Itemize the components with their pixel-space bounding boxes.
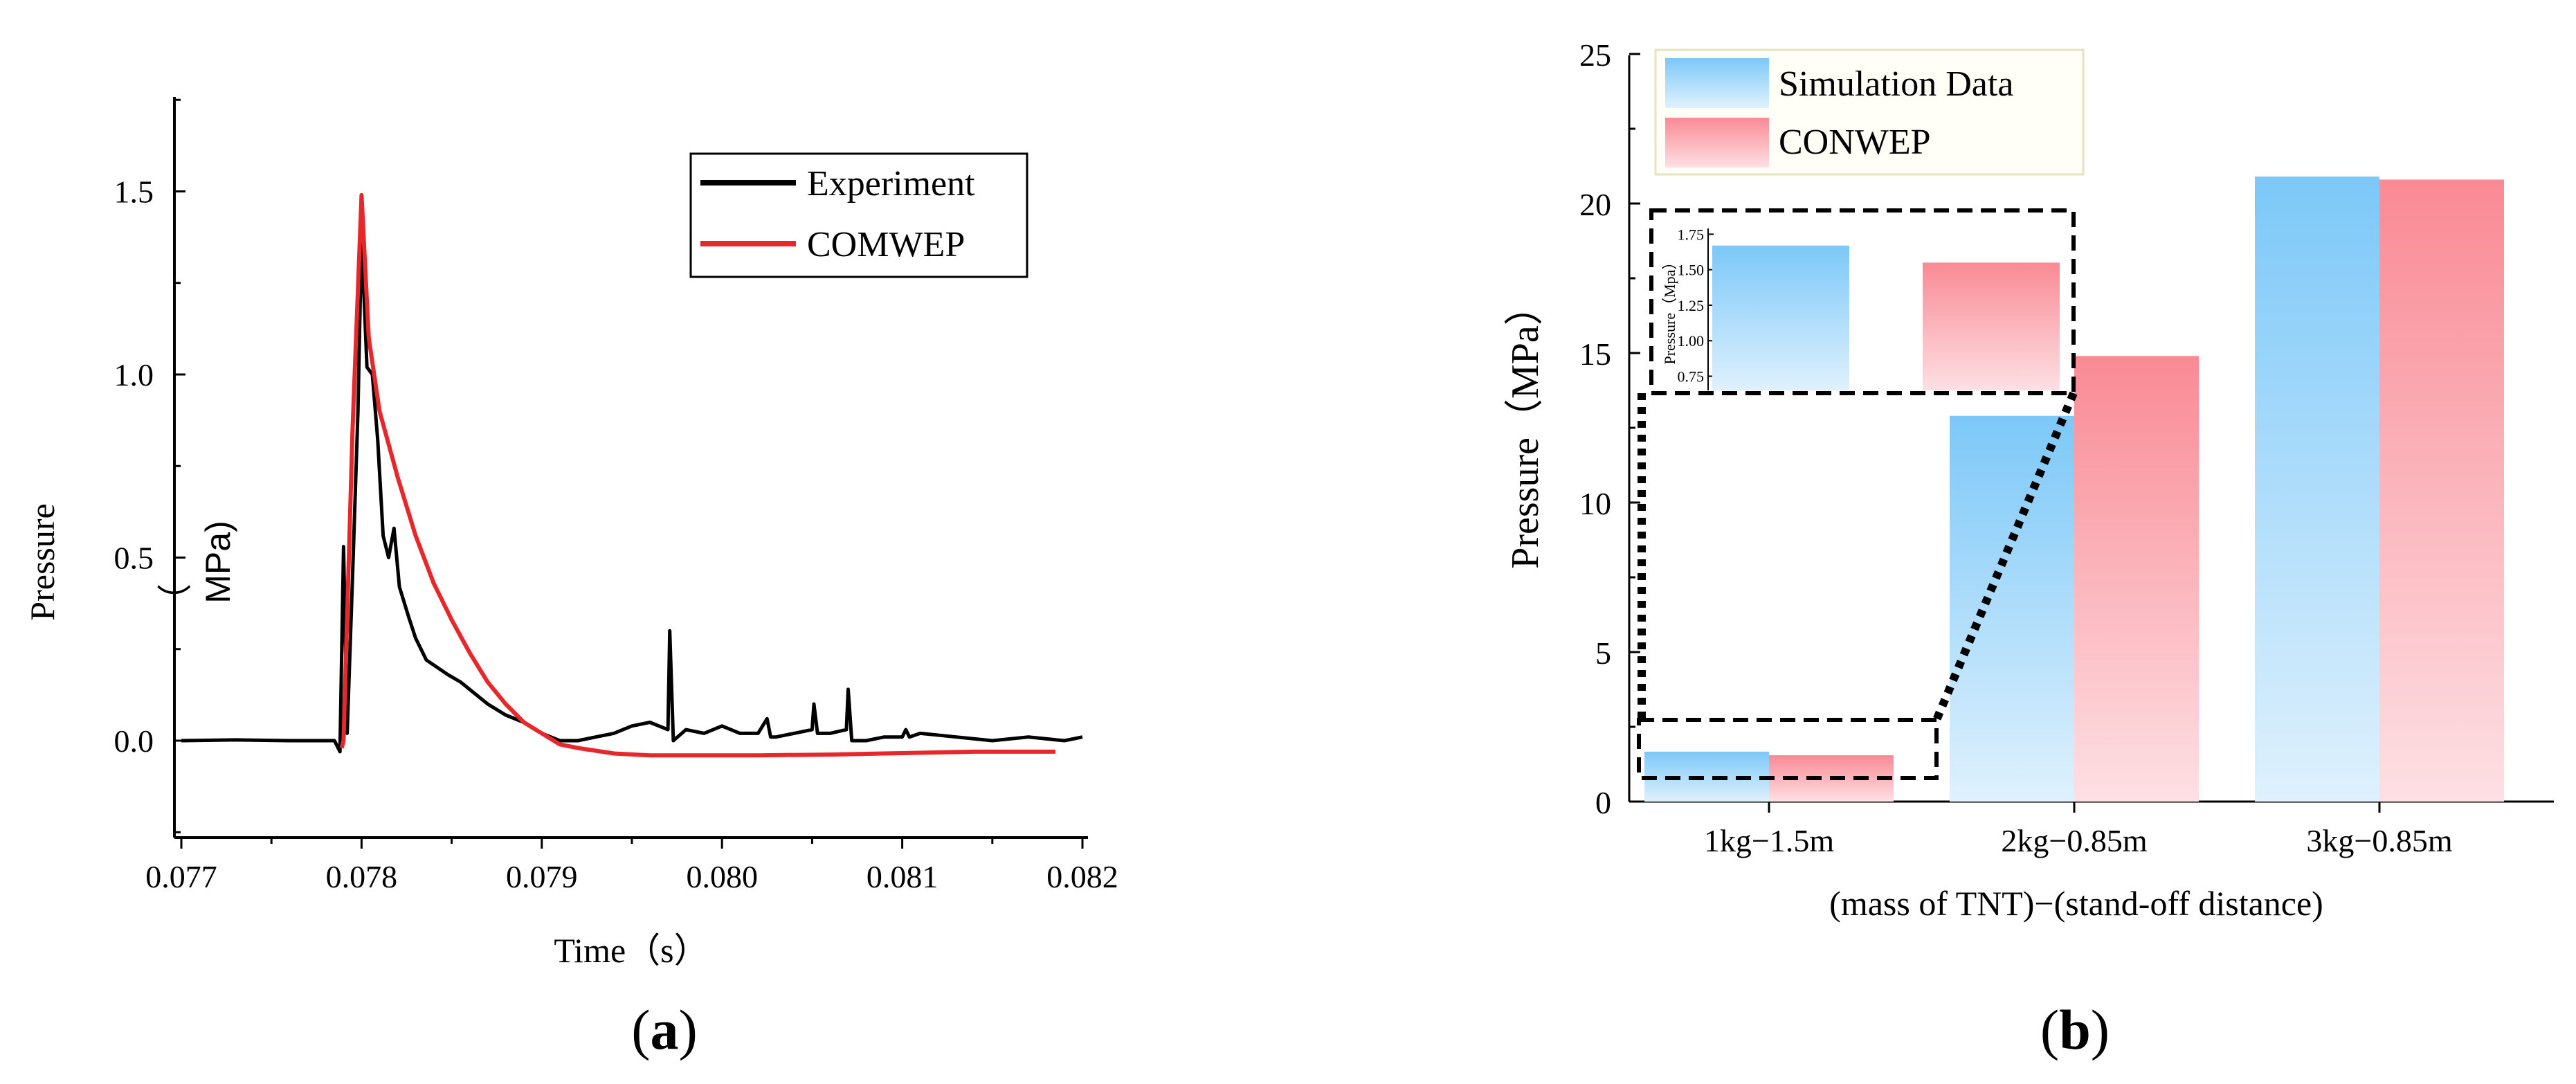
- legend-comwep-label: COMWEP: [807, 225, 965, 264]
- legend-conwep-label: CONWEP: [1779, 123, 1931, 162]
- series-comwep-line: [339, 192, 1055, 758]
- chart-b-y-label: Pressure（MPa）: [1504, 287, 1547, 569]
- legend-simulation-swatch: [1665, 58, 1769, 108]
- chart-a-x-tick-label: 0.082: [1046, 859, 1118, 894]
- zoom-connector-right: [1932, 391, 2078, 722]
- chart-b-y-tick-label: 25: [1579, 37, 1611, 73]
- inset-y-tick-label: 1.50: [1678, 262, 1705, 279]
- chart-b-y-tick-label: 5: [1595, 635, 1611, 671]
- chart-a-y-label-unit: MPa): [199, 521, 237, 603]
- chart-b: 0 5 10 15 20 25 1kg−1.5m 2kg−0.85m 3kg−0.85m Sim…: [1504, 37, 2554, 1061]
- inset-y-tick-label: 1.75: [1678, 226, 1705, 243]
- chart-a-y-label: Pressure: [23, 503, 62, 620]
- chart-b-x-tick-label: 3kg−0.85m: [2306, 823, 2452, 858]
- chart-a-y-tick-label: 0.0: [114, 723, 154, 759]
- bar-simulation: [2255, 177, 2379, 802]
- legend-conwep-swatch: [1665, 118, 1769, 168]
- inset-y-tick-label: 0.75: [1678, 368, 1705, 385]
- chart-a-y-label-paren: （: [156, 584, 194, 618]
- chart-b-y-tick-label: 15: [1579, 336, 1611, 372]
- zoom-source-box: [1637, 718, 1939, 780]
- chart-b-legend: Simulation Data CONWEP: [1654, 48, 2085, 176]
- bar-conwep: [2074, 356, 2199, 802]
- series-experiment-line: [181, 233, 1083, 754]
- chart-a: 0.077 0.078 0.079 0.080 0.081 0.082 0.0 0.5 1.0 1…: [23, 97, 1118, 1061]
- chart-a-y-tick-label: 1.5: [114, 174, 154, 210]
- inset-bar-conwep: [1923, 262, 2060, 390]
- chart-a-x-tick-label: 0.081: [867, 859, 938, 894]
- chart-a-x-tick-label: 0.078: [326, 859, 398, 894]
- chart-a-x-label: Time（s）: [554, 931, 708, 970]
- chart-b-x-tick-label: 2kg−0.85m: [2001, 823, 2147, 858]
- chart-b-x-label: (mass of TNT)−(stand-off distance): [1829, 884, 2323, 923]
- chart-a-y-tick-label: 0.5: [114, 541, 154, 576]
- chart-b-y-tick-label: 0: [1595, 785, 1611, 820]
- chart-a-y-tick-label: 1.0: [114, 357, 154, 392]
- legend-simulation-label: Simulation Data: [1779, 64, 2013, 104]
- chart-b-inset: 0.75 1.00 1.25 1.50 1.75 Pressure（Mpa）: [1637, 208, 2078, 780]
- inset-y-tick-label: 1.25: [1678, 297, 1705, 314]
- chart-b-y-tick-label: 20: [1579, 187, 1611, 222]
- chart-a-x-tick-label: 0.080: [686, 859, 758, 894]
- legend-experiment-label: Experiment: [807, 164, 975, 204]
- inset-y-tick-label: 1.00: [1678, 332, 1705, 350]
- chart-a-x-tick-label: 0.079: [506, 859, 578, 894]
- chart-b-x-tick-label: 1kg−1.5m: [1704, 823, 1834, 858]
- panel-a-label: (a): [631, 998, 698, 1061]
- chart-a-x-tick-label: 0.077: [145, 859, 217, 894]
- chart-a-legend: Experiment COMWEP: [689, 152, 1028, 278]
- chart-b-y-tick-label: 10: [1579, 486, 1611, 521]
- inset-y-label: Pressure（Mpa）: [1661, 255, 1678, 365]
- panel-b-label: (b): [2040, 998, 2110, 1061]
- bar-conwep: [2379, 179, 2504, 802]
- panel-b-letter: b: [2059, 998, 2091, 1061]
- panel-a-letter: a: [651, 998, 679, 1061]
- inset-bar-simulation: [1712, 245, 1849, 390]
- bar-simulation: [1950, 415, 2074, 802]
